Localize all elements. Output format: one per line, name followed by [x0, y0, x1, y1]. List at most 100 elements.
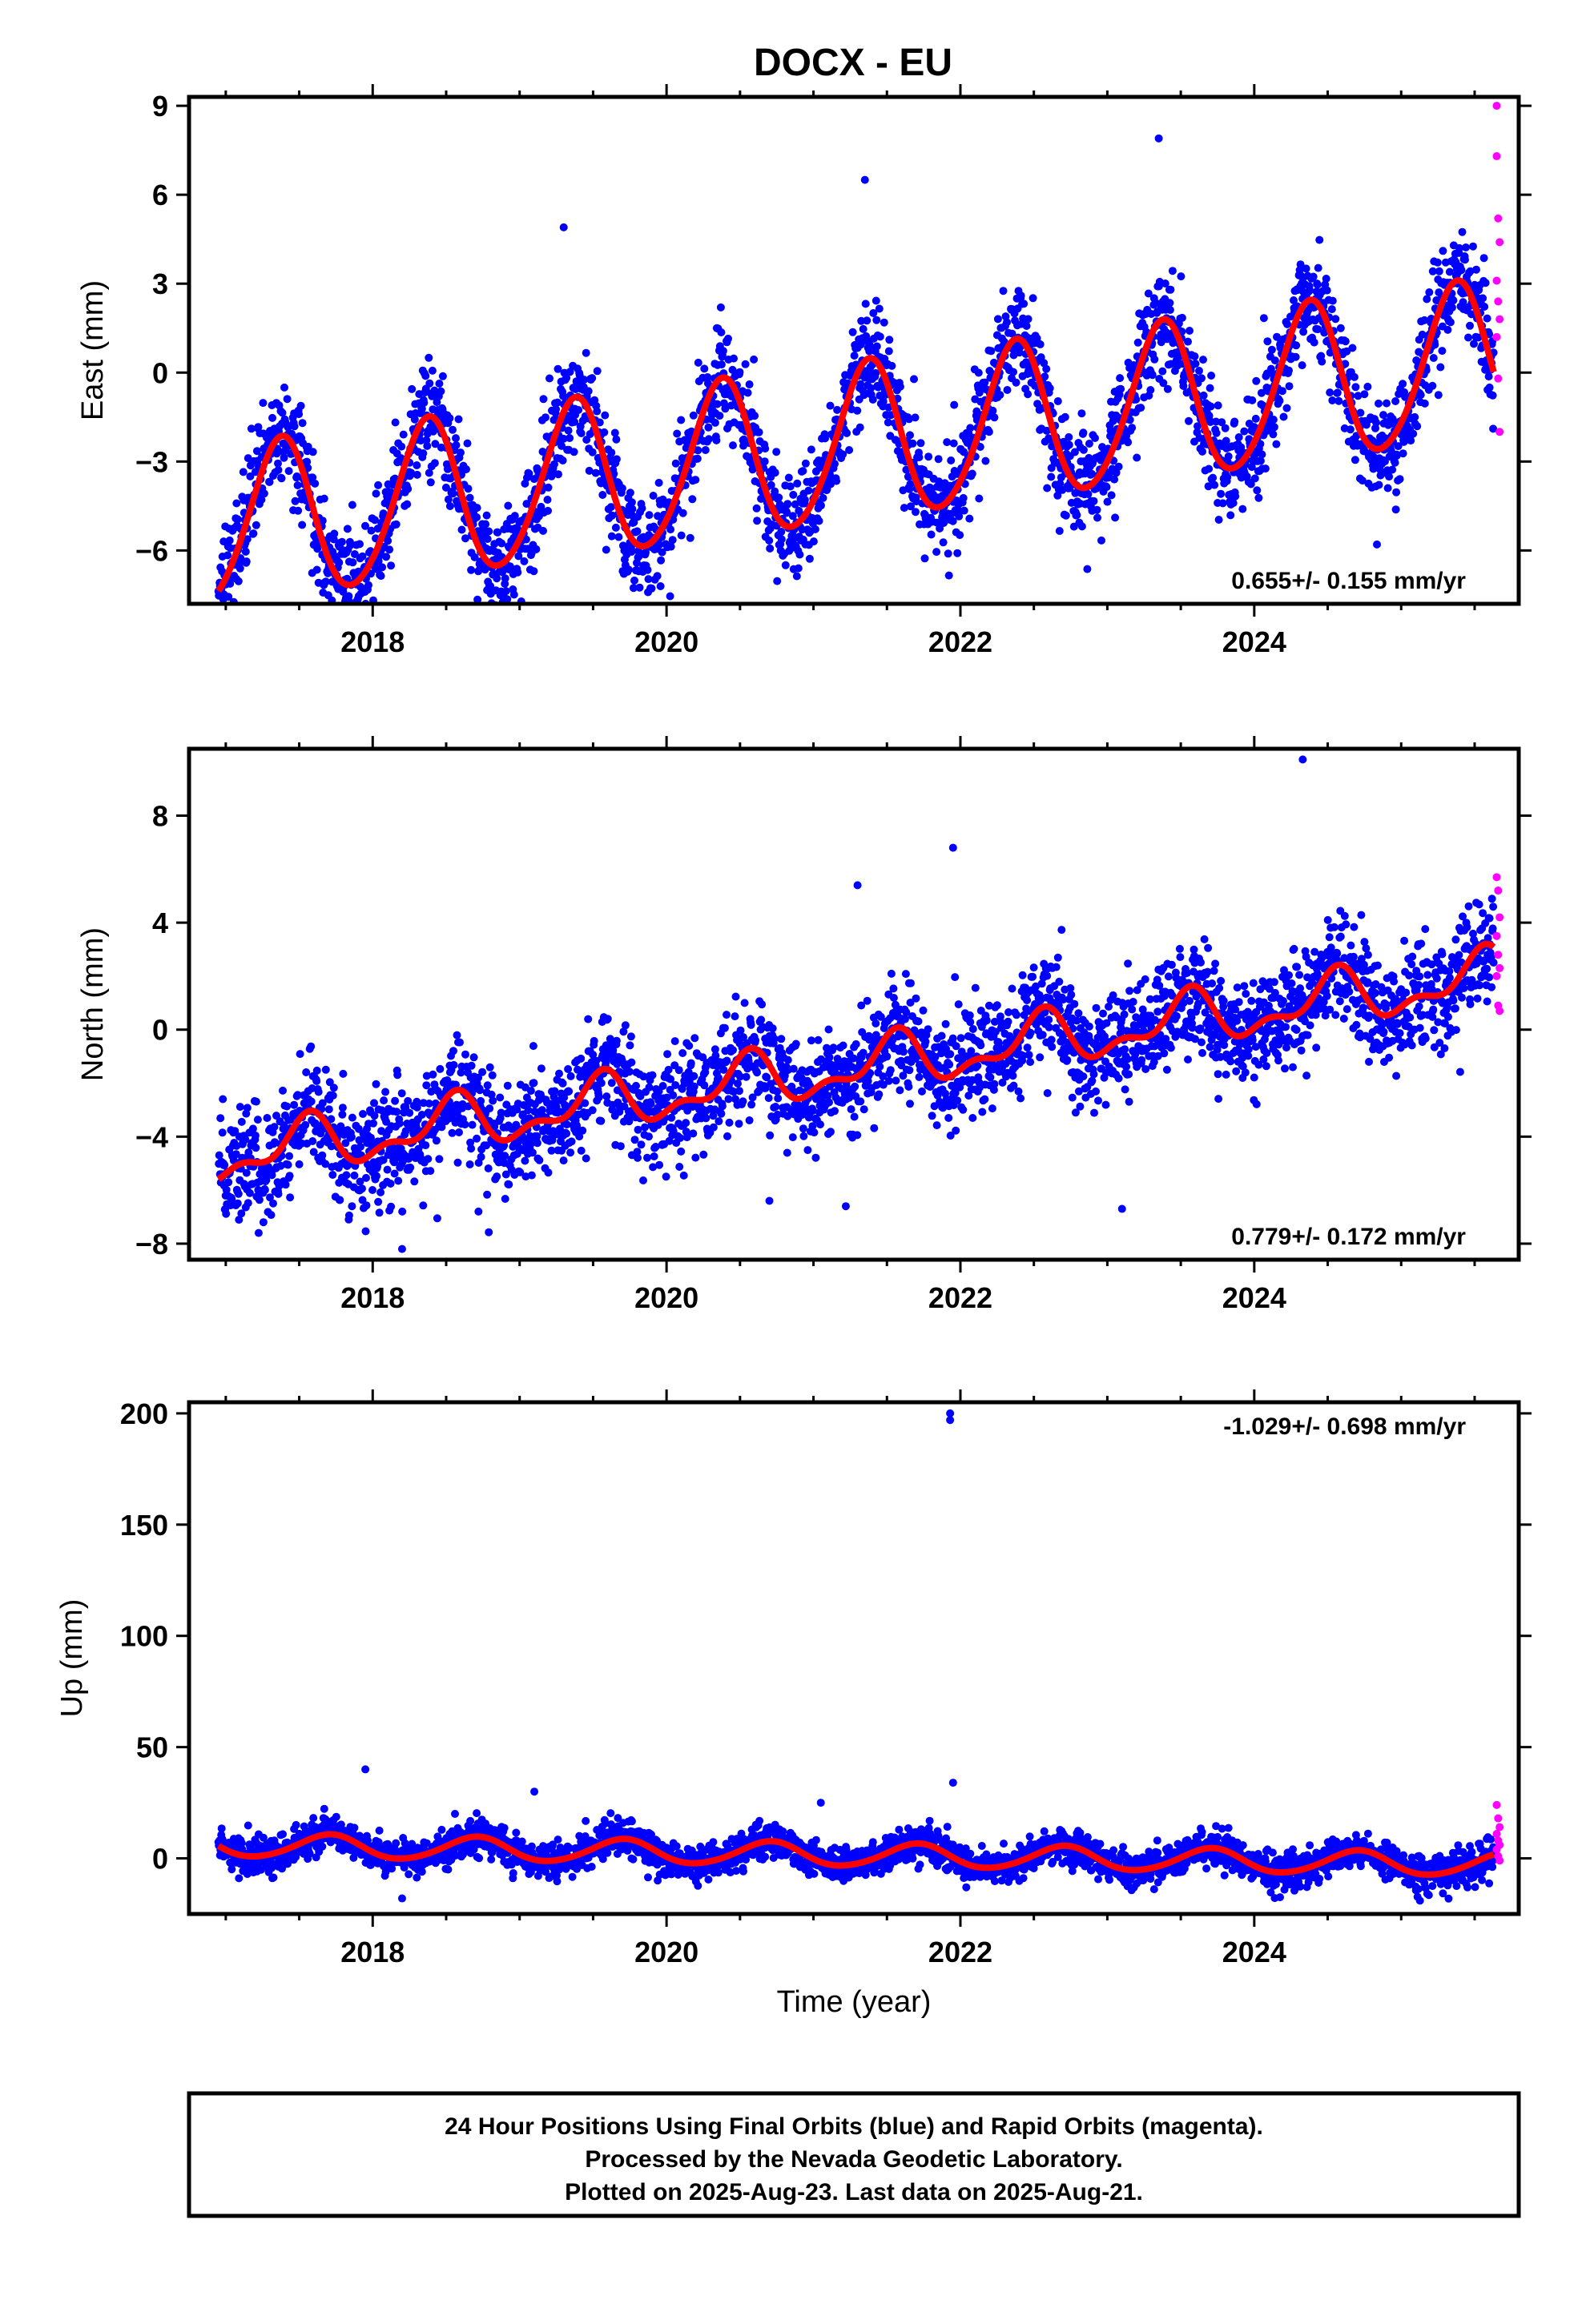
- final-orbit-point: [1269, 430, 1278, 439]
- final-orbit-point: [763, 1073, 771, 1082]
- final-orbit-point: [710, 1045, 719, 1054]
- x-tick-label: 2018: [340, 625, 405, 658]
- final-orbit-point: [1420, 316, 1429, 324]
- final-orbit-point: [1461, 255, 1469, 264]
- chart-title: DOCX - EU: [754, 42, 952, 84]
- final-orbit-point: [220, 1160, 229, 1169]
- final-orbit-point: [1464, 333, 1472, 342]
- final-orbit-point: [741, 360, 750, 368]
- final-orbit-point: [1093, 505, 1101, 514]
- final-orbit-point: [358, 613, 366, 621]
- final-orbit-point: [1423, 295, 1431, 304]
- final-orbit-point: [868, 396, 877, 404]
- final-orbit-point: [704, 423, 713, 432]
- final-orbit-point: [248, 1124, 257, 1133]
- final-orbit-point: [1163, 384, 1172, 393]
- rapid-orbit-point: [1494, 214, 1503, 223]
- final-orbit-point: [293, 1091, 302, 1100]
- final-orbit-point: [1373, 540, 1381, 549]
- final-orbit-point: [526, 1087, 535, 1096]
- final-orbit-point: [1185, 327, 1194, 335]
- final-orbit-point: [453, 1158, 462, 1167]
- final-orbit-point: [668, 536, 677, 545]
- final-orbit-point: [870, 1124, 879, 1132]
- final-orbit-point: [437, 1123, 446, 1132]
- final-orbit-point: [215, 1151, 223, 1160]
- final-orbit-point: [974, 368, 983, 377]
- final-orbit-point: [456, 1038, 464, 1047]
- final-orbit-point: [595, 418, 604, 427]
- final-orbit-point: [504, 501, 513, 510]
- final-orbit-point: [272, 1112, 280, 1120]
- final-orbit-point: [949, 439, 958, 448]
- final-orbit-point: [1073, 511, 1081, 520]
- final-orbit-point: [686, 533, 694, 542]
- final-orbit-point: [496, 1093, 505, 1102]
- final-orbit-point: [318, 517, 327, 525]
- final-orbit-point: [678, 1049, 687, 1057]
- final-orbit-point: [1283, 320, 1291, 328]
- final-orbit-point: [924, 1025, 932, 1034]
- final-orbit-point: [417, 404, 426, 413]
- final-orbit-point: [750, 355, 759, 364]
- final-orbit-point: [656, 582, 665, 590]
- final-orbit-point: [900, 504, 908, 513]
- final-orbit-point: [1217, 489, 1226, 498]
- final-orbit-point: [1429, 354, 1438, 362]
- final-orbit-point: [524, 1106, 533, 1115]
- final-orbit-point: [892, 1076, 900, 1085]
- final-orbit-point: [777, 528, 786, 536]
- final-orbit-point: [329, 611, 337, 619]
- final-orbit-point: [219, 1095, 227, 1104]
- final-orbit-point: [625, 1068, 634, 1076]
- final-orbit-point: [473, 1134, 481, 1143]
- final-orbit-point: [638, 504, 646, 513]
- final-orbit-point: [669, 1091, 678, 1100]
- final-orbit-point: [251, 1132, 260, 1140]
- final-orbit-point: [839, 450, 847, 459]
- final-orbit-point: [939, 538, 948, 547]
- final-orbit-point: [1435, 267, 1443, 275]
- final-orbit-point: [810, 1128, 819, 1137]
- final-orbit-point: [666, 1075, 675, 1084]
- final-orbit-point: [988, 406, 997, 415]
- final-orbit-point: [473, 513, 481, 521]
- final-orbit-point: [677, 416, 686, 424]
- final-orbit-point: [296, 401, 305, 410]
- final-orbit-point: [1214, 516, 1223, 524]
- final-orbit-point: [899, 1047, 908, 1056]
- final-orbit-point: [682, 1119, 690, 1128]
- final-orbit-point: [610, 428, 619, 437]
- final-orbit-point: [338, 1110, 347, 1119]
- final-orbit-point: [968, 1076, 976, 1084]
- final-orbit-point: [906, 999, 915, 1007]
- final-orbit-point: [856, 1097, 865, 1106]
- final-orbit-point: [899, 1072, 908, 1080]
- final-orbit-point: [537, 1064, 545, 1073]
- final-orbit-point: [291, 497, 300, 505]
- final-orbit-point: [1056, 479, 1065, 488]
- final-orbit-point: [325, 1078, 334, 1087]
- rapid-orbit-point: [1495, 315, 1504, 324]
- final-orbit-point: [1055, 527, 1064, 535]
- final-orbit-point: [1207, 372, 1216, 380]
- final-orbit-point: [649, 1163, 658, 1172]
- final-orbit-point: [767, 480, 775, 489]
- final-orbit-point: [718, 1102, 727, 1111]
- final-orbit-point: [1102, 483, 1111, 492]
- final-orbit-point: [1226, 511, 1235, 520]
- final-orbit-point: [1457, 266, 1466, 275]
- final-orbit-point: [1379, 411, 1387, 420]
- final-orbit-point: [717, 1109, 726, 1118]
- final-orbit-point: [729, 441, 737, 450]
- final-orbit-point: [493, 574, 501, 583]
- final-orbit-point: [544, 1168, 553, 1177]
- final-orbit-point: [1047, 472, 1056, 481]
- final-orbit-point: [791, 1039, 800, 1048]
- final-orbit-point: [663, 1050, 672, 1059]
- final-orbit-point: [1431, 340, 1439, 349]
- rapid-orbit-point: [1495, 428, 1504, 436]
- final-orbit-point: [829, 1043, 838, 1052]
- final-orbit-point: [875, 1090, 884, 1099]
- final-orbit-point: [463, 439, 472, 448]
